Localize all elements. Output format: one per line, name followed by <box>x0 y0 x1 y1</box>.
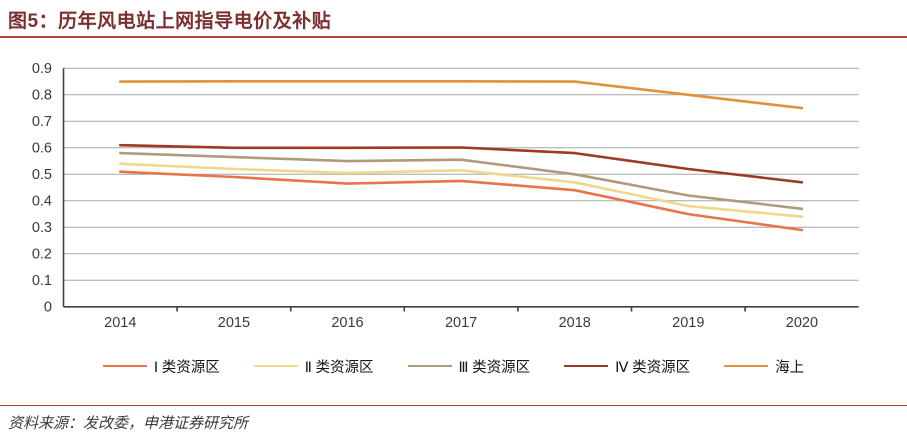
svg-text:0.1: 0.1 <box>32 273 52 289</box>
svg-text:0.2: 0.2 <box>32 247 52 263</box>
svg-text:2020: 2020 <box>786 315 818 331</box>
svg-text:2014: 2014 <box>104 315 136 331</box>
svg-text:0.9: 0.9 <box>32 61 52 77</box>
svg-text:0.4: 0.4 <box>32 194 52 210</box>
svg-text:0.3: 0.3 <box>32 220 52 236</box>
svg-text:2016: 2016 <box>331 315 363 331</box>
svg-text:0.7: 0.7 <box>32 114 52 130</box>
svg-text:2017: 2017 <box>445 315 477 331</box>
svg-text:2015: 2015 <box>218 315 250 331</box>
svg-text:0.8: 0.8 <box>32 88 52 104</box>
svg-text:0.5: 0.5 <box>32 167 52 183</box>
svg-text:0: 0 <box>44 300 52 316</box>
svg-text:2018: 2018 <box>559 315 591 331</box>
svg-text:2019: 2019 <box>672 315 704 331</box>
svg-text:0.6: 0.6 <box>32 141 52 157</box>
